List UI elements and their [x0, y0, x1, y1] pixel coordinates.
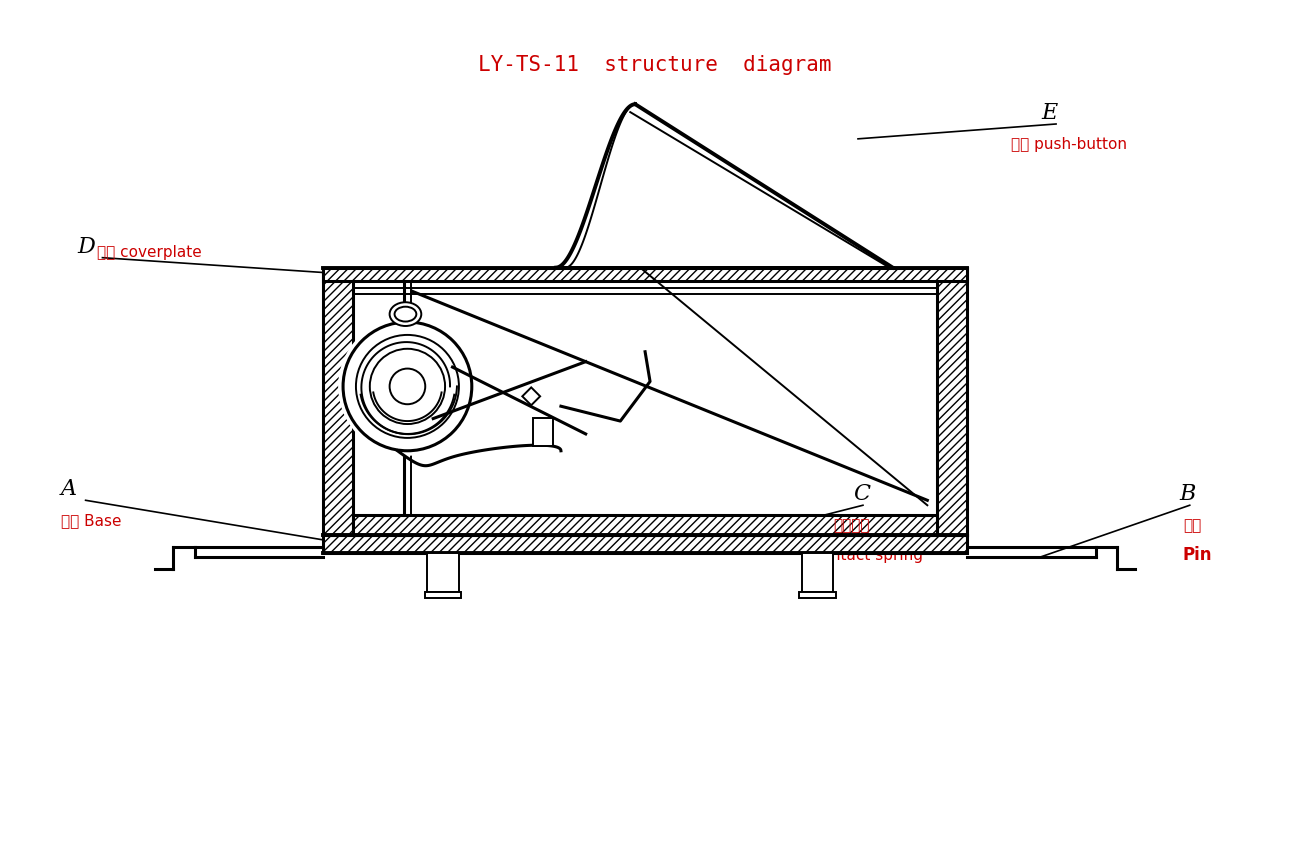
- Text: 盖板 coverplate: 盖板 coverplate: [97, 245, 202, 260]
- Bar: [352, 515, 937, 535]
- Text: 接触弹簧: 接触弹簧: [833, 518, 870, 533]
- Text: A: A: [60, 479, 77, 501]
- Bar: [802, 553, 833, 592]
- Bar: [324, 268, 967, 535]
- Text: C: C: [853, 484, 870, 505]
- Bar: [324, 268, 967, 282]
- Text: B: B: [1180, 484, 1196, 505]
- Circle shape: [338, 317, 477, 455]
- Bar: [533, 418, 553, 446]
- Polygon shape: [523, 388, 540, 405]
- Text: Pin: Pin: [1183, 546, 1212, 564]
- Bar: [324, 535, 967, 553]
- Text: contact spring: contact spring: [814, 548, 924, 562]
- Bar: [427, 553, 458, 592]
- Text: 基座 Base: 基座 Base: [60, 513, 122, 528]
- Text: 嵌件: 嵌件: [1183, 518, 1201, 533]
- Text: 按钮 push-button: 按钮 push-button: [1011, 137, 1128, 152]
- Bar: [324, 268, 352, 535]
- Ellipse shape: [394, 306, 417, 322]
- Bar: [424, 592, 461, 598]
- Text: D: D: [77, 235, 96, 258]
- Circle shape: [389, 369, 426, 404]
- Text: LY-TS-11  structure  diagram: LY-TS-11 structure diagram: [478, 55, 832, 74]
- Bar: [937, 268, 967, 535]
- Bar: [799, 592, 836, 598]
- Text: E: E: [1041, 102, 1057, 124]
- Ellipse shape: [389, 302, 422, 326]
